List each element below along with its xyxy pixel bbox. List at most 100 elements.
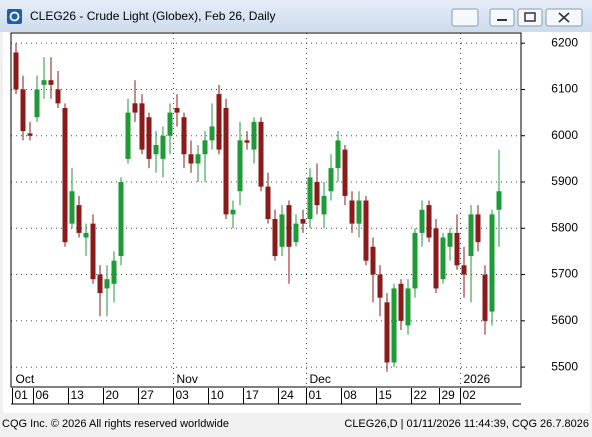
- candle-body: [111, 260, 117, 284]
- candle-body: [83, 232, 89, 238]
- candle-body: [20, 89, 26, 132]
- candle-body: [314, 182, 320, 206]
- candle-body: [468, 214, 474, 257]
- candle-body: [195, 154, 201, 164]
- candle-body: [90, 223, 96, 280]
- candle-body: [188, 154, 194, 164]
- x-tick-label: 01: [309, 388, 323, 402]
- candle-body: [216, 94, 222, 150]
- candle-body: [405, 288, 411, 326]
- candle-body: [321, 195, 327, 215]
- candle-body: [258, 121, 264, 187]
- candle-body: [181, 117, 187, 155]
- candle-body: [342, 149, 348, 196]
- x-tick-label: 27: [141, 388, 155, 402]
- footer-right: CLEG26,D | 01/11/2026 11:44:39, CQG 26.7…: [344, 418, 589, 430]
- candle-body: [251, 121, 257, 150]
- y-tick-label: 5900: [551, 174, 578, 188]
- y-tick-label: 5600: [551, 313, 578, 327]
- candle-body: [34, 89, 40, 118]
- candle-body: [48, 80, 54, 85]
- candle-body: [125, 112, 131, 159]
- candle-body: [104, 279, 110, 289]
- link-button[interactable]: [451, 8, 479, 27]
- candle-body: [461, 265, 467, 275]
- y-tick-label: 5500: [551, 359, 578, 373]
- candle-body: [97, 274, 103, 294]
- candle-body: [244, 140, 250, 143]
- x-tick-label: 02: [463, 388, 477, 402]
- x-tick-label: 15: [379, 388, 393, 402]
- y-tick-label: 6000: [551, 128, 578, 142]
- candle-body: [202, 140, 208, 155]
- candle-body: [370, 246, 376, 275]
- candle-body: [230, 209, 236, 215]
- month-label: Oct: [16, 372, 35, 386]
- candle-body: [475, 214, 481, 243]
- candle-body: [69, 191, 75, 224]
- candle-body: [440, 237, 446, 280]
- x-tick-label: 10: [211, 388, 225, 402]
- candle-body: [209, 126, 215, 141]
- minimize-button[interactable]: [489, 8, 515, 27]
- x-tick-label: 29: [442, 388, 456, 402]
- candle-body: [426, 205, 432, 238]
- candle-body: [167, 112, 173, 136]
- x-tick-label: 22: [414, 388, 428, 402]
- candle-body: [454, 232, 460, 266]
- x-tick-label: 08: [344, 388, 358, 402]
- candle-body: [160, 135, 166, 159]
- candle-body: [412, 232, 418, 289]
- x-tick-label: 20: [106, 388, 120, 402]
- candle-body: [76, 205, 82, 233]
- candle-body: [391, 288, 397, 363]
- candle-body: [223, 107, 229, 215]
- candle-body: [13, 52, 19, 90]
- candle-body: [118, 182, 124, 257]
- candle-body: [398, 283, 404, 321]
- candle-body: [293, 223, 299, 243]
- candle-body: [174, 107, 180, 113]
- candle-body: [377, 274, 383, 298]
- window-title: CLEG26 - Crude Light (Globex), Feb 26, D…: [30, 9, 275, 23]
- footer-left: CQG Inc. © 2026 All rights reserved worl…: [2, 418, 229, 430]
- candle-body: [139, 103, 145, 150]
- x-tick-label: 13: [71, 388, 85, 402]
- candle-body: [307, 177, 313, 220]
- x-tick-label: 01: [15, 388, 29, 402]
- candle-body: [489, 214, 495, 312]
- candle-body: [433, 228, 439, 289]
- plot-frame: [10, 32, 522, 388]
- candle-body: [384, 302, 390, 363]
- candle-body: [41, 80, 47, 85]
- candle-body: [356, 200, 362, 224]
- month-label: Dec: [310, 372, 331, 386]
- candle-body: [265, 186, 271, 220]
- month-label: Nov: [177, 372, 198, 386]
- x-tick-label: 06: [36, 388, 50, 402]
- candle-body: [447, 232, 453, 247]
- candle-body: [279, 214, 285, 247]
- candle-body: [335, 140, 341, 169]
- candle-body: [153, 144, 159, 155]
- candle-body: [363, 200, 369, 261]
- y-tick-label: 5700: [551, 267, 578, 281]
- candle-body: [55, 89, 61, 104]
- candle-body: [286, 205, 292, 247]
- candle-body: [272, 219, 278, 257]
- x-tick-label: 03: [176, 388, 190, 402]
- y-tick-label: 6200: [551, 35, 578, 49]
- y-tick-label: 5800: [551, 220, 578, 234]
- candle-body: [496, 191, 502, 210]
- x-tick-label: 17: [246, 388, 260, 402]
- month-label: 2026: [464, 372, 491, 386]
- candle-body: [132, 103, 138, 113]
- candle-body: [328, 168, 334, 192]
- maximize-button[interactable]: [517, 8, 543, 27]
- candle-body: [62, 107, 68, 243]
- candle-body: [349, 200, 355, 224]
- candle-body: [146, 117, 152, 159]
- x-tick-label: 24: [281, 388, 295, 402]
